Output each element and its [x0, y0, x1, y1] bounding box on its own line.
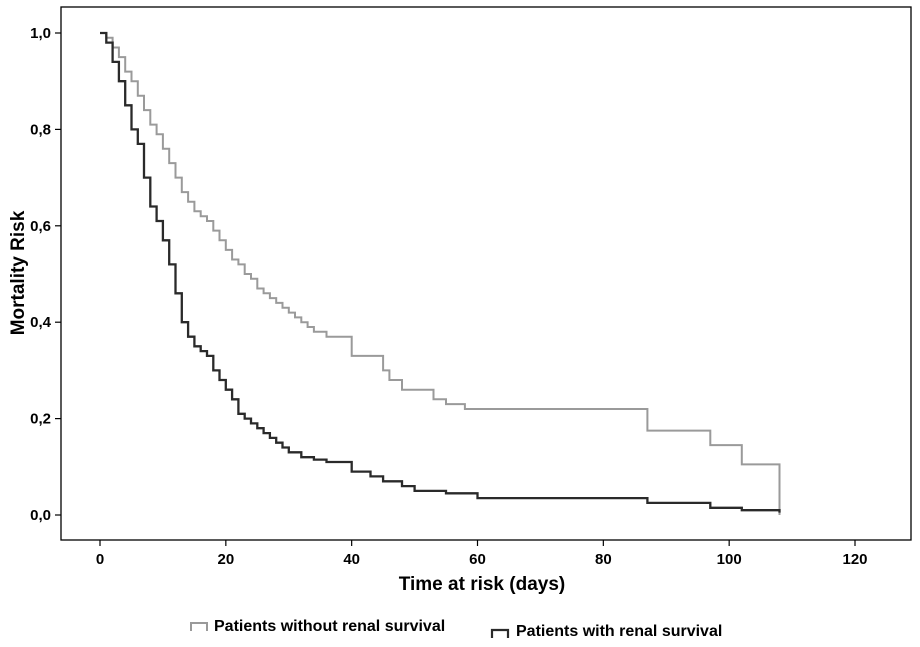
- series-line-without-renal-survival: [100, 32, 781, 515]
- legend-swatch-with-renal-survival: [490, 628, 510, 638]
- x-axis-title: Time at risk (days): [399, 574, 566, 595]
- x-tick-label: 40: [343, 551, 360, 568]
- y-tick-label: 0,8: [30, 121, 51, 138]
- legend-label-without-renal-survival: Patients without renal survival: [214, 618, 445, 635]
- x-tick-label: 20: [217, 551, 234, 568]
- y-tick-label: 0,2: [30, 411, 51, 428]
- series-lines: [100, 31, 781, 515]
- x-tick-label: 0: [96, 551, 104, 568]
- y-tick-label: 1,0: [30, 25, 51, 42]
- y-tick-label: 0,4: [30, 314, 52, 331]
- y-tick-label: 0,0: [30, 507, 51, 524]
- y-axis-title: Mortality Risk: [8, 210, 29, 335]
- legend: Patients without renal survival Patients…: [190, 618, 722, 640]
- x-tick-label: 100: [717, 551, 742, 568]
- legend-label-with-renal-survival: Patients with renal survival: [516, 623, 722, 640]
- x-tick-label: 120: [842, 551, 867, 568]
- axis-ticks: 0 20 40 60 80 100 120 0,0 0,2 0,4 0,6 0,8 1,0: [30, 25, 867, 568]
- x-tick-label: 60: [469, 551, 486, 568]
- y-tick-label: 0,6: [30, 218, 51, 235]
- plot-frame: [60, 6, 912, 541]
- legend-swatch-without-renal-survival: [190, 622, 208, 631]
- series-line-with-renal-survival: [100, 31, 781, 513]
- x-tick-label: 80: [595, 551, 612, 568]
